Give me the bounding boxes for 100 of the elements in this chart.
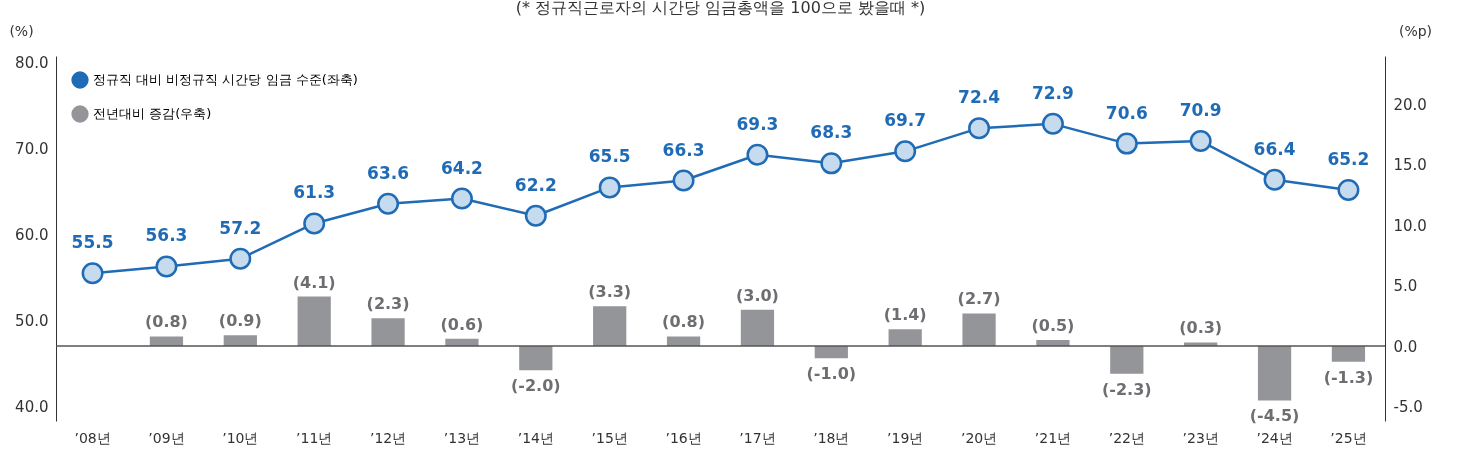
chart-title: (* 정규직근로자의 시간당 임금총액을 100으로 봤을때 *)	[515, 0, 926, 17]
x-tick-label: ’20년	[960, 429, 998, 446]
bar	[1257, 346, 1292, 401]
data-label: 69.7	[884, 110, 927, 131]
bar	[593, 306, 627, 347]
data-label: (-1.3)	[1323, 367, 1374, 387]
x-tick-label: ’16년	[665, 429, 702, 446]
point	[450, 187, 473, 210]
point	[229, 247, 252, 270]
x-tick-label: ’09년	[148, 429, 185, 446]
y2-tick-label: 20.0	[1393, 95, 1427, 114]
data-label: 56.3	[145, 225, 188, 246]
x-tick-label: ’18년	[813, 429, 850, 446]
point	[894, 140, 917, 163]
point	[1263, 168, 1286, 191]
point	[968, 117, 991, 140]
legend-label: 정규직 대비 비정규직 시간당 임금 수준(좌축)	[93, 72, 358, 87]
bar	[814, 346, 848, 359]
y2-tick-label: 10.0	[1393, 216, 1427, 235]
bar	[223, 335, 257, 347]
bar	[297, 296, 331, 347]
point	[1337, 179, 1360, 201]
data-label: (-1.0)	[806, 364, 857, 384]
data-label: (0.6)	[440, 314, 484, 334]
x-tick-label: ’21년	[1034, 429, 1072, 446]
point	[155, 255, 178, 278]
x-tick-label: ’22년	[1108, 429, 1145, 446]
y-axis-title: (%)	[9, 22, 34, 39]
x-tick-label: ’17년	[739, 429, 776, 446]
x-tick-label: ’25년	[1330, 429, 1367, 446]
data-label: (4.1)	[292, 272, 336, 292]
point	[1189, 130, 1212, 152]
data-label: 72.9	[1031, 82, 1074, 103]
y-tick-label: 70.0	[15, 140, 49, 159]
point	[377, 192, 400, 215]
y-tick-label: 50.0	[15, 312, 49, 331]
data-label: (3.0)	[735, 285, 779, 305]
point	[672, 169, 695, 192]
point	[524, 204, 547, 227]
data-label: (-2.3)	[1102, 379, 1152, 399]
data-label: (2.3)	[366, 294, 410, 314]
data-label: 69.3	[736, 113, 779, 134]
data-label: 65.5	[588, 146, 631, 167]
x-tick-label: ’23년	[1182, 429, 1219, 446]
x-tick-label: ’15년	[591, 429, 628, 446]
data-label: (0.5)	[1031, 316, 1075, 336]
data-label: 55.5	[71, 232, 114, 253]
x-tick-label: ’10년	[222, 429, 259, 446]
point	[746, 143, 769, 166]
data-label: 66.4	[1253, 138, 1296, 159]
bar	[519, 346, 553, 371]
point	[303, 212, 326, 235]
y2-tick-label: 0.0	[1393, 337, 1418, 356]
bar	[1110, 346, 1144, 374]
point	[1115, 132, 1138, 155]
x-tick-label: ’13년	[443, 429, 481, 446]
data-label: (0.3)	[1179, 318, 1223, 338]
data-label: (0.8)	[662, 312, 706, 332]
point	[1041, 112, 1064, 135]
y-tick-label: 80.0	[15, 54, 49, 73]
y2-tick-label: -5.0	[1393, 398, 1423, 416]
legend-label: 전년대비 증감(우축)	[93, 106, 212, 121]
data-label: (-4.5)	[1249, 406, 1300, 426]
x-tick-label: ’08년	[74, 429, 111, 446]
y-tick-label: 40.0	[15, 397, 49, 416]
data-label: 65.2	[1327, 148, 1370, 169]
y2-tick-label: 5.0	[1393, 277, 1418, 296]
data-label: (1.4)	[883, 305, 927, 325]
bar	[1331, 346, 1366, 362]
bar	[740, 309, 775, 347]
point	[820, 152, 843, 175]
y2-tick-label: 15.0	[1393, 156, 1427, 175]
point	[598, 176, 621, 199]
data-label: (-2.0)	[511, 376, 561, 396]
y-tick-label: 60.0	[15, 226, 49, 245]
x-tick-label: ’12년	[369, 429, 407, 446]
data-label: 62.2	[514, 174, 557, 195]
data-label: 61.3	[293, 182, 336, 203]
data-label: (2.7)	[957, 289, 1001, 309]
data-label: (3.3)	[588, 282, 632, 302]
data-label: 57.2	[219, 217, 262, 238]
data-label: 68.3	[810, 122, 853, 143]
x-tick-label: ’24년	[1256, 429, 1293, 446]
data-label: 72.4	[958, 87, 1001, 108]
bar	[149, 336, 184, 347]
data-label: 66.3	[662, 139, 705, 160]
data-label: 70.9	[1179, 100, 1222, 121]
data-label: (0.9)	[218, 311, 262, 331]
bar	[962, 313, 996, 347]
data-label: 64.2	[440, 157, 483, 178]
x-tick-label: ’19년	[887, 429, 924, 446]
bar	[371, 318, 405, 347]
x-tick-label: ’14년	[517, 429, 554, 446]
y2-axis-title: (%p)	[1398, 22, 1433, 39]
data-label: 70.6	[1105, 102, 1148, 123]
x-tick-label: ’11년	[296, 429, 333, 446]
point	[81, 262, 104, 285]
data-label: 63.6	[367, 162, 410, 183]
bar	[888, 329, 922, 347]
data-label: (0.8)	[144, 312, 188, 332]
